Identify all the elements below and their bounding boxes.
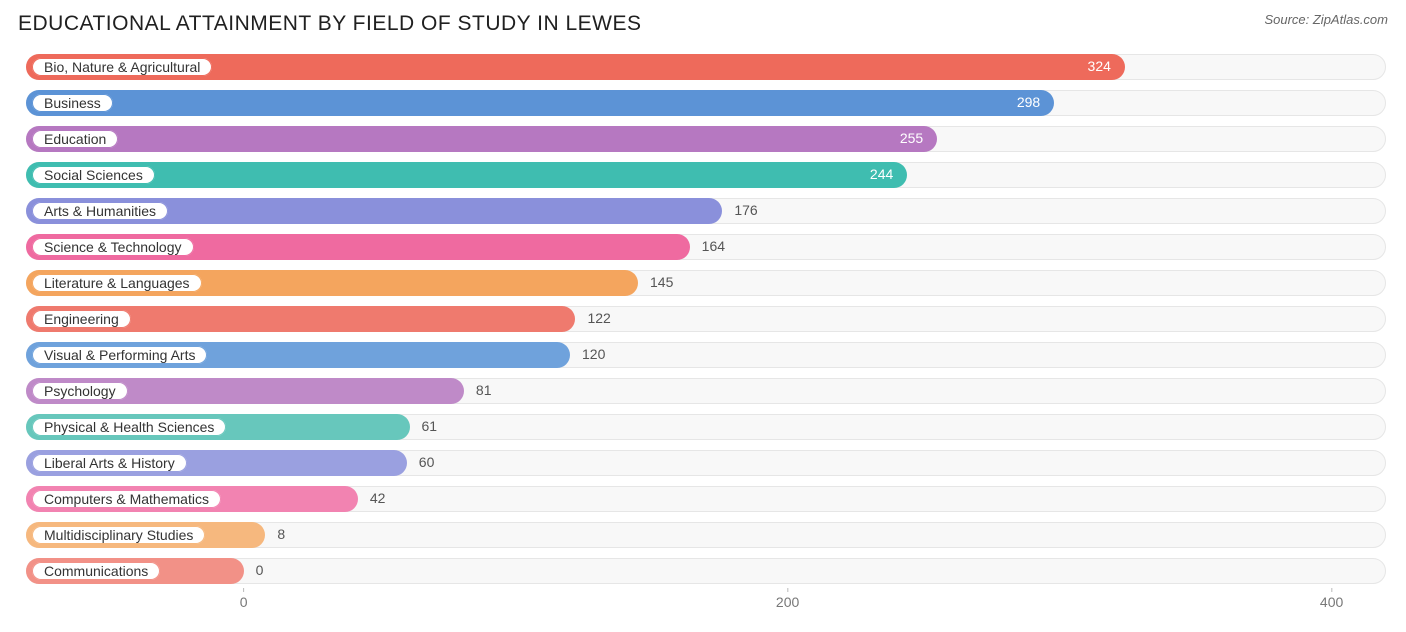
bar-value: 120 bbox=[582, 346, 605, 362]
bar-label-pill: Business bbox=[31, 93, 114, 113]
bar-value: 176 bbox=[734, 202, 757, 218]
bar-row: Bio, Nature & Agricultural 324 bbox=[26, 54, 1386, 80]
bar-value: 8 bbox=[277, 526, 285, 542]
bar-label-pill: Arts & Humanities bbox=[31, 201, 169, 221]
bar-label-pill: Computers & Mathematics bbox=[31, 489, 222, 509]
bar-label-pill: Physical & Health Sciences bbox=[31, 417, 227, 437]
bar-row: Multidisciplinary Studies 8 bbox=[26, 522, 1386, 548]
bar-label-pill: Bio, Nature & Agricultural bbox=[31, 57, 213, 77]
bar-row: Liberal Arts & History 60 bbox=[26, 450, 1386, 476]
bar-value: 145 bbox=[650, 274, 673, 290]
bar-value: 164 bbox=[702, 238, 725, 254]
bar-fill bbox=[26, 126, 937, 152]
x-axis: 0 200 400 bbox=[26, 594, 1386, 622]
source-name: ZipAtlas.com bbox=[1313, 12, 1388, 27]
bar-value: 42 bbox=[370, 490, 386, 506]
bar-row: Business 298 bbox=[26, 90, 1386, 116]
bar-row: Visual & Performing Arts 120 bbox=[26, 342, 1386, 368]
bar-value: 122 bbox=[587, 310, 610, 326]
chart-source: Source: ZipAtlas.com bbox=[1264, 12, 1388, 27]
bar-chart: Bio, Nature & Agricultural 324 Business 298… bbox=[18, 54, 1388, 622]
bar-value: 61 bbox=[422, 418, 438, 434]
bar-row: Physical & Health Sciences 61 bbox=[26, 414, 1386, 440]
bar-value: 324 bbox=[1088, 58, 1111, 74]
bar-row: Psychology 81 bbox=[26, 378, 1386, 404]
bar-label-pill: Communications bbox=[31, 561, 161, 581]
bar-label-pill: Visual & Performing Arts bbox=[31, 345, 208, 365]
bar-value: 60 bbox=[419, 454, 435, 470]
x-axis-tick: 200 bbox=[776, 594, 799, 610]
chart-title: EDUCATIONAL ATTAINMENT BY FIELD OF STUDY… bbox=[18, 12, 642, 36]
bar-value: 298 bbox=[1017, 94, 1040, 110]
bar-label-pill: Liberal Arts & History bbox=[31, 453, 188, 473]
bar-label-pill: Education bbox=[31, 129, 119, 149]
bar-label-pill: Science & Technology bbox=[31, 237, 195, 257]
bar-row: Computers & Mathematics 42 bbox=[26, 486, 1386, 512]
bar-row: Communications 0 bbox=[26, 558, 1386, 584]
bar-row: Education 255 bbox=[26, 126, 1386, 152]
bar-value: 255 bbox=[900, 130, 923, 146]
bar-fill bbox=[26, 162, 907, 188]
bar-value: 244 bbox=[870, 166, 893, 182]
bar-row: Science & Technology 164 bbox=[26, 234, 1386, 260]
chart-header: EDUCATIONAL ATTAINMENT BY FIELD OF STUDY… bbox=[18, 12, 1388, 36]
bar-label-pill: Literature & Languages bbox=[31, 273, 203, 293]
bar-label-pill: Social Sciences bbox=[31, 165, 156, 185]
bar-row: Arts & Humanities 176 bbox=[26, 198, 1386, 224]
x-axis-tick: 400 bbox=[1320, 594, 1343, 610]
bar-row: Social Sciences 244 bbox=[26, 162, 1386, 188]
bar-row: Engineering 122 bbox=[26, 306, 1386, 332]
bar-label-pill: Multidisciplinary Studies bbox=[31, 525, 206, 545]
bar-value: 0 bbox=[256, 562, 264, 578]
bar-fill bbox=[26, 90, 1054, 116]
source-prefix: Source: bbox=[1264, 12, 1312, 27]
x-axis-tick: 0 bbox=[240, 594, 248, 610]
bar-label-pill: Engineering bbox=[31, 309, 132, 329]
bar-label-pill: Psychology bbox=[31, 381, 129, 401]
bar-row: Literature & Languages 145 bbox=[26, 270, 1386, 296]
bar-value: 81 bbox=[476, 382, 492, 398]
